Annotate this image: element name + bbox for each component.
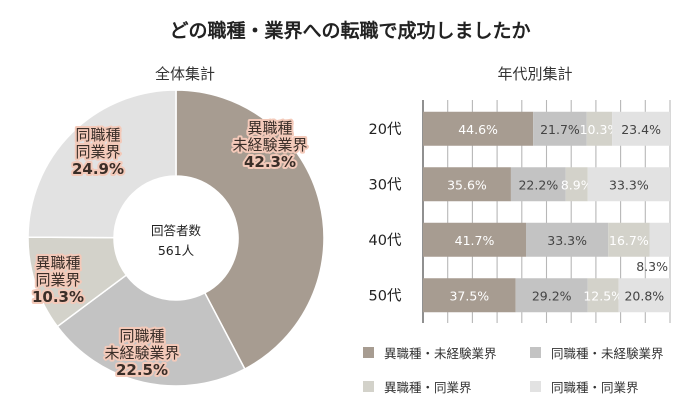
donut-slice-label-line: 異職種 (35, 254, 80, 272)
legend-item: 同職種・未経験業界 (530, 343, 664, 362)
donut-slice-label-halo: 同職種 (119, 327, 164, 345)
bar-data-label: 29.2% (532, 288, 572, 303)
donut-slice-1 (56, 274, 246, 387)
legend-label: 同職種・未経験業界 (551, 346, 664, 361)
legend-swatch (363, 381, 374, 392)
donut-slice-label-line: 同職種 (119, 327, 164, 345)
category-label-1: 30代 (369, 176, 402, 193)
donut-slice-value: 42.3% (244, 153, 296, 171)
bar-data-label: 8.9% (561, 177, 593, 192)
bar-segment (533, 111, 587, 146)
category-label-3: 50代 (369, 287, 402, 304)
bar-data-label: 10.3% (580, 122, 620, 137)
donut-slice-label-line: 同業界 (35, 271, 80, 289)
category-label-2: 40代 (369, 232, 402, 249)
bar-segment (525, 222, 609, 257)
bar-segment (586, 111, 613, 146)
bar-data-label: 41.7% (455, 233, 495, 248)
bar-chart-title: 年代別集計 (497, 65, 573, 83)
legend-swatch (530, 347, 541, 358)
bar-data-label: 20.8% (624, 288, 664, 303)
bar-data-label: 16.7% (609, 233, 649, 248)
donut-slice-label-halo: 異職種 (35, 254, 80, 272)
category-label-0: 20代 (369, 121, 402, 138)
legend-label: 異職種・未経験業界 (384, 346, 497, 361)
bar-segment (612, 111, 670, 146)
bar-segment (649, 222, 670, 257)
donut-slice-value: 24.9% (72, 160, 124, 178)
donut-center-label: 回答者数 (151, 223, 202, 238)
legend-item: 異職種・未経験業界 (363, 343, 497, 362)
bar-data-label: 35.6% (447, 177, 487, 192)
bar-segment (565, 167, 588, 202)
bar-segment (618, 278, 670, 313)
donut-slice-value-halo: 10.3% (32, 288, 84, 306)
legend-label: 異職種・同業界 (384, 380, 472, 395)
donut-slice-label-line: 異職種 (247, 119, 292, 137)
donut-slice-0 (175, 89, 325, 371)
donut-slice-label-line: 未経験業界 (104, 344, 179, 362)
donut-slice-3 (27, 89, 177, 239)
donut-chart-title: 全体集計 (154, 65, 215, 83)
bar-data-label: 37.5% (449, 288, 489, 303)
bar-segment (608, 222, 650, 257)
bar-segment (423, 111, 534, 146)
bar-segment (423, 222, 526, 257)
bar-data-label: 12.5% (583, 288, 623, 303)
donut-slice-label-halo: 未経験業界 (104, 344, 179, 362)
donut-center-value: 561人 (158, 243, 195, 258)
donut-slice-label-halo: 未経験業界 (232, 136, 307, 154)
bar-data-label: 33.3% (609, 177, 649, 192)
bar-segment (587, 167, 670, 202)
bar-segment (510, 167, 566, 202)
bar-data-label: 33.3% (547, 233, 587, 248)
bar-data-label: 8.3% (636, 259, 668, 274)
donut-slice-label-line: 未経験業界 (232, 136, 307, 154)
donut-slice-label-halo: 異職種 (247, 119, 292, 137)
donut-slice-value-halo: 24.9% (72, 160, 124, 178)
legend-item: 異職種・同業界 (363, 377, 472, 396)
bar-data-label: 44.6% (458, 122, 498, 137)
donut-slice-label-halo: 同職種 (75, 126, 120, 144)
bar-segment (587, 278, 619, 313)
bar-data-label: 23.4% (621, 122, 661, 137)
donut-slice-label-halo: 同業界 (35, 271, 80, 289)
legend-item: 同職種・同業界 (530, 377, 639, 396)
donut-slice-label-line: 同業界 (75, 143, 120, 161)
donut-slice-value: 10.3% (32, 288, 84, 306)
legend-label: 同職種・同業界 (551, 380, 639, 395)
legend-swatch (363, 347, 374, 358)
chart-main-title: どの職種・業界への転職で成功しましたか (169, 20, 531, 42)
bar-segment (515, 278, 588, 313)
bar-segment (423, 278, 516, 313)
bar-data-label: 21.7% (540, 122, 580, 137)
legend-swatch (530, 381, 541, 392)
donut-slice-value-halo: 22.5% (116, 361, 168, 379)
donut-slice-value: 22.5% (116, 361, 168, 379)
bar-segment (423, 167, 511, 202)
donut-slice-label-line: 同職種 (75, 126, 120, 144)
donut-slice-value-halo: 42.3% (244, 153, 296, 171)
donut-slice-label-halo: 同業界 (75, 143, 120, 161)
bar-data-label: 22.2% (518, 177, 558, 192)
